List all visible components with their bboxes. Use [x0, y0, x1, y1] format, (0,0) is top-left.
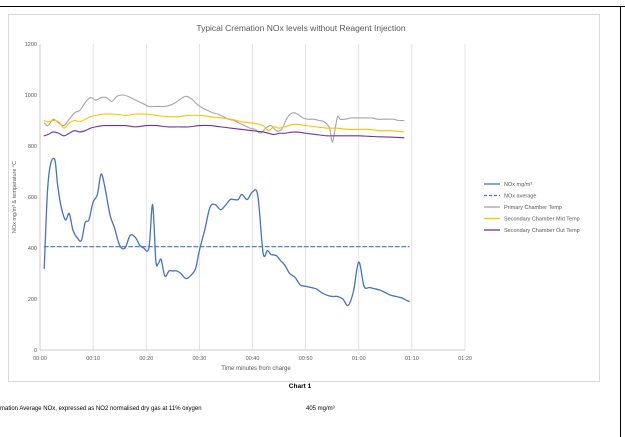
- average-nox-note: mation Average NOx, expressed as NO2 nor…: [0, 406, 202, 412]
- legend-label: Secondary Chamber Out Temp: [504, 228, 580, 234]
- y-tick-label: 200: [28, 297, 37, 303]
- y-tick-label: 1200: [25, 42, 37, 48]
- x-tick-label: 00:30: [192, 356, 206, 362]
- y-tick-label: 1000: [25, 93, 37, 99]
- legend-nox-average: NOx average: [484, 194, 536, 200]
- x-tick-label: 00:40: [246, 356, 260, 362]
- average-nox-value: 405 mg/m³: [306, 406, 335, 412]
- legend-nox: NOx mg/m³: [484, 182, 532, 188]
- chart-caption: Chart 1: [288, 383, 312, 390]
- grid-layer: [92, 44, 466, 350]
- series-layer: [43, 94, 410, 307]
- chart-area: [8, 14, 600, 382]
- legend-primary-chamber-temp: Primary Chamber Temp: [484, 205, 562, 211]
- x-tick-label: 01:00: [352, 356, 366, 362]
- y-tick-label: 600: [28, 195, 37, 201]
- y-tick-label: 800: [28, 144, 37, 150]
- legend-label: NOx average: [504, 194, 536, 200]
- x-tick-label: 00:50: [299, 356, 313, 362]
- legend-label: Secondary Chamber Mid Temp: [504, 217, 580, 223]
- legend-label: NOx mg/m³: [504, 182, 532, 188]
- x-tick-label: 00:00: [33, 356, 47, 362]
- y-axis-label: NOx mg/m³ & temperature °C: [12, 161, 18, 233]
- secondary-chamber-mid-temp-series: [43, 113, 405, 133]
- y-tick-label: 400: [28, 246, 37, 252]
- x-tick-label: 00:10: [86, 356, 100, 362]
- page-frame-right: [620, 6, 621, 437]
- secondary-chamber-out-temp-series: [43, 124, 405, 139]
- x-axis-label: Time minutes from charge: [221, 366, 291, 372]
- x-tick-label: 01:20: [458, 356, 472, 362]
- legend-label: Primary Chamber Temp: [504, 205, 562, 211]
- x-tick-label: 01:10: [405, 356, 419, 362]
- legend-secondary-chamber-out-temp: Secondary Chamber Out Temp: [484, 228, 580, 234]
- x-tick-label: 00:20: [139, 356, 153, 362]
- nox-series: [43, 157, 410, 307]
- legend-secondary-chamber-mid-temp: Secondary Chamber Mid Temp: [484, 217, 580, 223]
- page-frame-top: [0, 6, 625, 7]
- axis-layer: 00:00 00:10 00:20 00:30 00:40 00:50 01:00 01:10…: [25, 42, 472, 362]
- y-tick-label: 0: [34, 348, 37, 354]
- chart-title: Typical Cremation NOx levels without Rea…: [196, 23, 406, 33]
- legend: NOx mg/m³ NOx average Primary Chamber Temp…: [484, 182, 580, 234]
